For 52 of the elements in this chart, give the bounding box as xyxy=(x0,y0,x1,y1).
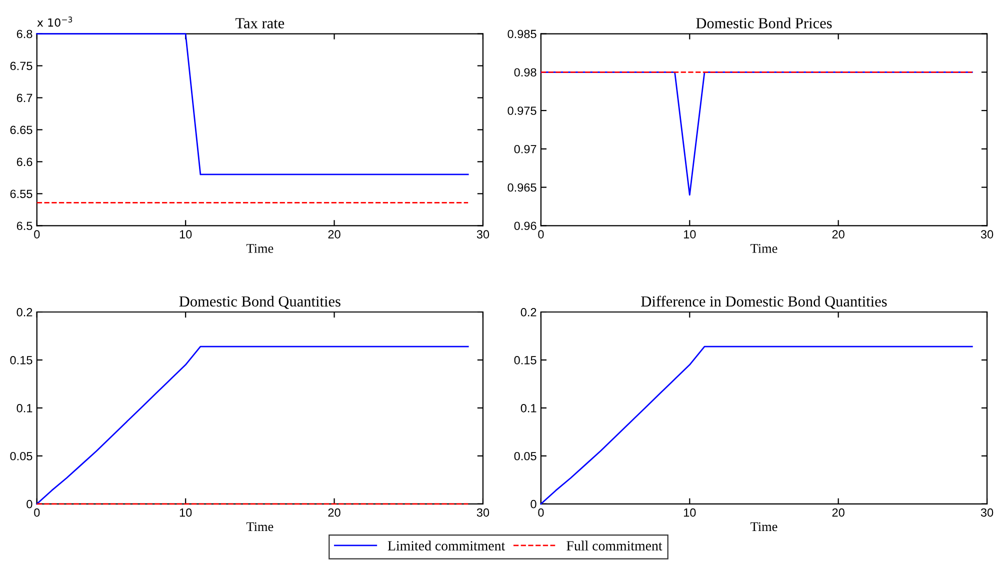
chart-title: Difference in Domestic Bond Quantities xyxy=(641,296,887,309)
x-tick-label: 30 xyxy=(476,508,490,517)
y-tick-label: 6.55 xyxy=(10,190,32,198)
x-tick-label: 20 xyxy=(328,230,340,238)
x-tick-label: 0 xyxy=(538,508,544,517)
y-tick-label: 0.975 xyxy=(508,106,536,115)
y-tick-label: 0.2 xyxy=(16,308,32,316)
legend-label: Full commitment xyxy=(566,540,662,550)
chart-title: Domestic Bond Quantities xyxy=(179,296,340,309)
y-tick-label: 0.15 xyxy=(514,356,536,364)
x-tick-label: 10 xyxy=(180,230,192,238)
x-axis-title: Time xyxy=(750,522,778,532)
x-tick-label: 30 xyxy=(476,230,490,238)
y-tick-label: 6.75 xyxy=(10,62,32,70)
y-tick-label: 0.97 xyxy=(514,144,536,154)
x-tick-label: 0 xyxy=(34,508,40,517)
y-tick-label: 0.1 xyxy=(16,404,32,412)
x-tick-label: 10 xyxy=(180,508,192,517)
y-tick-label: 6.7 xyxy=(16,94,32,102)
x-axis-title: Time xyxy=(246,244,274,253)
chart-title: Domestic Bond Prices xyxy=(696,18,832,28)
x-tick-label: 20 xyxy=(328,508,340,517)
text: x 10$^{−3}$ xyxy=(37,16,72,27)
y-tick-label: 0.985 xyxy=(508,30,536,38)
y-tick-label: 0.965 xyxy=(508,183,536,192)
y-tick-label: 6.6 xyxy=(16,158,32,166)
x-tick-label: 30 xyxy=(980,508,994,517)
x-tick-label: 0 xyxy=(34,230,40,238)
y-tick-label: 0.05 xyxy=(514,452,536,460)
y-tick-label: 0.96 xyxy=(514,222,536,230)
y-tick-label: 6.65 xyxy=(10,126,32,134)
line-series xyxy=(540,346,973,505)
x-tick-label: 20 xyxy=(832,508,844,517)
x-tick-label: 0 xyxy=(538,230,544,238)
x-tick-label: 30 xyxy=(980,230,994,238)
y-tick-label: 0.1 xyxy=(520,404,536,412)
y-tick-label: 0.98 xyxy=(514,68,536,77)
x-axis-title: Time xyxy=(246,522,274,532)
chart-title: Tax rate xyxy=(236,18,284,28)
y-tick-label: 6.5 xyxy=(16,222,32,230)
line-series xyxy=(36,346,469,505)
x-tick-label: 20 xyxy=(832,230,844,238)
x-axis-title: Time xyxy=(750,244,778,253)
y-tick-label: 0.2 xyxy=(520,308,536,316)
x-tick-label: 10 xyxy=(684,230,696,238)
y-tick-label: 0 xyxy=(26,500,32,508)
legend-label: Limited commitment xyxy=(388,540,506,550)
x-tick-label: 10 xyxy=(684,508,696,517)
y-tick-label: 0 xyxy=(530,500,536,508)
y-tick-label: 6.8 xyxy=(16,30,32,38)
y-tick-label: 0.05 xyxy=(10,452,32,460)
y-tick-label: 0.15 xyxy=(10,356,32,364)
